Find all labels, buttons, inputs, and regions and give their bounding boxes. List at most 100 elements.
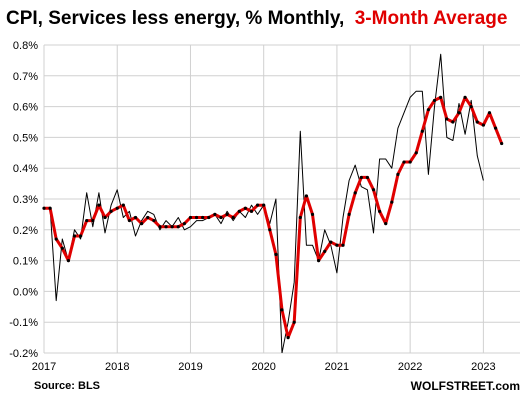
average-data-point [329,240,333,244]
average-data-point [66,259,71,263]
average-data-point [500,141,504,146]
average-data-point [60,246,64,250]
average-data-point [79,234,83,238]
average-data-point [274,252,278,257]
average-data-point [280,308,284,312]
y-tick-label: -0.1% [9,317,38,329]
average-data-point [304,194,308,198]
average-data-point [292,320,296,324]
average-data-point [182,222,186,226]
x-tick-label: 2018 [105,361,129,373]
title-accent: 3-Month Average [355,8,508,29]
average-data-point [231,215,235,220]
x-tick-label: 2019 [178,361,202,373]
average-data-point [237,209,241,213]
title-main: CPI, Services less energy, % Monthly, [6,8,344,29]
average-data-point [249,209,254,213]
average-data-point [188,215,193,220]
average-data-point [213,212,217,216]
average-data-point [469,105,473,109]
average-data-point [420,129,424,133]
average-data-point [310,212,315,216]
x-tick-label: 2020 [251,361,275,373]
average-data-point [115,206,119,210]
y-tick-label: 0.7% [13,71,38,83]
average-data-point [255,203,260,207]
average-data-point [457,111,461,115]
y-tick-label: -0.2% [9,348,38,360]
average-data-point [201,215,205,220]
average-data-point [475,120,479,124]
average-data-point [439,95,443,99]
average-data-point [335,243,339,247]
average-data-point [341,243,345,247]
average-data-point [268,228,272,232]
x-tick-label: 2022 [398,361,422,373]
average-data-point [225,212,229,216]
average-data-point [396,172,400,176]
average-data-point [219,215,223,220]
average-data-point [164,225,168,229]
average-data-point [414,151,418,155]
average-data-point [194,215,199,220]
y-tick-label: 0.1% [13,256,38,268]
average-data-point [158,225,162,229]
average-data-point [390,200,394,204]
average-data-point [207,215,211,220]
y-tick-label: 0.5% [13,132,38,144]
y-tick-label: 0.2% [13,225,38,237]
average-data-point [359,175,363,180]
y-tick-label: 0.4% [13,163,38,175]
average-data-point [463,95,467,99]
average-data-point [371,188,376,192]
y-axis: 0.8% 0.7% 0.6% 0.5% 0.4% 0.3% 0.2% 0.1% 0.0% -0.1… [9,40,38,360]
x-tick-label: 2017 [32,361,56,373]
average-data-point [97,203,101,207]
average-series-line [44,95,504,340]
y-tick-label: 0.8% [13,40,38,52]
average-data-point [445,117,449,121]
average-data-point [317,259,321,263]
average-data-point [42,206,46,210]
average-data-point [91,218,95,223]
gridlines [43,44,520,354]
x-tick-label: 2021 [325,361,349,373]
x-axis: 2017 2018 2019 2020 2021 2022 2023 [32,361,496,373]
average-data-point [133,215,138,220]
average-data-point [298,215,302,220]
average-data-point [323,249,327,253]
average-data-point [432,98,437,103]
average-data-point [103,215,107,220]
average-data-point [384,222,388,226]
average-data-point [85,218,89,223]
average-data-point [353,191,357,195]
average-data-point [146,215,150,220]
average-data-point [347,212,351,216]
average-data-point [286,336,290,340]
average-data-point [48,206,52,210]
average-data-point [127,218,132,223]
average-data-point [121,203,125,207]
y-tick-label: 0.6% [13,102,38,114]
average-data-point [365,175,370,180]
average-data-point [426,108,431,112]
average-data-point [152,218,156,223]
average-data-point [176,225,180,229]
average-data-point [408,160,412,164]
average-data-point [109,209,113,213]
average-data-point [378,209,382,213]
average-data-point [481,123,485,127]
average-data-point [493,126,498,130]
y-tick-label: 0.0% [13,286,38,298]
average-data-point [487,111,492,115]
series-layer [42,53,504,353]
average-data-point [402,160,406,164]
average-data-point [72,234,77,238]
average-data-point [170,225,174,229]
average-data-point [243,206,247,210]
chart-title: CPI, Services less energy, % Monthly, 3-… [6,8,507,29]
average-data-point [140,222,144,226]
source-label: Source: BLS [34,380,100,392]
y-tick-label: 0.3% [13,194,38,206]
